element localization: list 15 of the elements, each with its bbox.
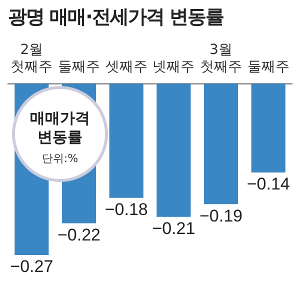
data-label: −0.21 [152, 219, 196, 238]
x-tick-label: 2월 첫째주 [10, 42, 53, 75]
data-label: −0.19 [199, 206, 243, 226]
annotation: 단위:% [40, 151, 80, 166]
annotation: 매매가격 변동률 [29, 109, 91, 147]
data-label: −0.22 [57, 225, 101, 244]
x-tick-label: 3월 첫째주 [200, 42, 242, 75]
x-tick-label: 셋째주 [105, 58, 148, 75]
data-label: −0.18 [104, 200, 148, 220]
x-tick-label: 둘째주 [247, 58, 290, 75]
chart-title: 광명 매매·전세가격 변동률 [8, 5, 224, 30]
data-label: −0.14 [246, 174, 290, 194]
data-label: −0.27 [10, 257, 54, 276]
x-tick-label: 둘째주 [58, 58, 100, 75]
x-tick-label: 넷째주 [152, 58, 195, 75]
